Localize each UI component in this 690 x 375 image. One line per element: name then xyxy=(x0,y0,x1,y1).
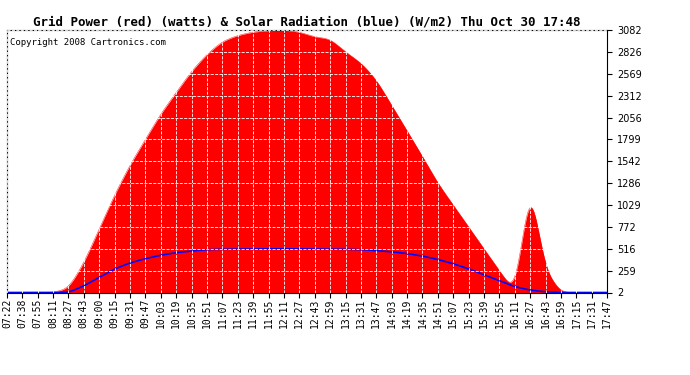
Text: Copyright 2008 Cartronics.com: Copyright 2008 Cartronics.com xyxy=(10,38,166,47)
Title: Grid Power (red) (watts) & Solar Radiation (blue) (W/m2) Thu Oct 30 17:48: Grid Power (red) (watts) & Solar Radiati… xyxy=(33,16,581,29)
